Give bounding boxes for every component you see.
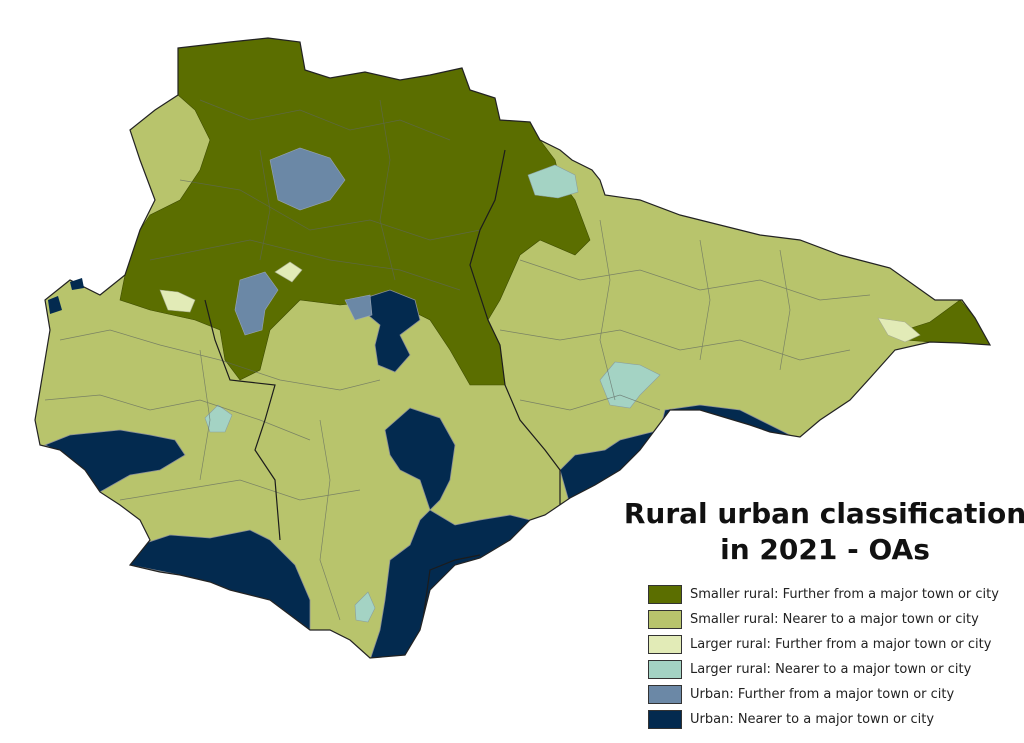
legend-swatch — [648, 660, 682, 679]
area-larger-rural-further-west — [159, 289, 196, 313]
area-larger-rural-further-east — [877, 317, 921, 343]
area-urban-further-central — [234, 271, 279, 336]
area-larger-rural-nearer-west — [204, 404, 233, 433]
legend: Smaller rural: Further from a major town… — [648, 582, 1018, 732]
legend-swatch — [648, 610, 682, 629]
map-title-line-1: Rural urban classification — [623, 497, 1024, 530]
legend-item-larger-rural-further: Larger rural: Further from a major town … — [648, 632, 1018, 657]
area-urban-further-north — [269, 147, 346, 211]
area-smaller-rural-further-east — [904, 299, 990, 346]
internal-boundaries — [44, 99, 871, 621]
area-urban-nearer-small-west — [48, 296, 62, 314]
area-larger-rural-nearer-south — [354, 591, 376, 623]
legend-item-smaller-rural-further: Smaller rural: Further from a major town… — [648, 582, 1018, 607]
area-larger-rural-nearer-ne — [527, 164, 579, 199]
legend-swatch — [648, 635, 682, 654]
legend-swatch — [648, 685, 682, 704]
legend-item-urban-further: Urban: Further from a major town or city — [648, 682, 1018, 707]
legend-label: Smaller rural: Further from a major town… — [690, 587, 999, 602]
area-larger-rural-further-north — [274, 261, 303, 283]
area-urban-further-mid — [344, 294, 373, 321]
legend-item-smaller-rural-nearer: Smaller rural: Nearer to a major town or… — [648, 607, 1018, 632]
district-boundaries — [204, 149, 561, 641]
map-title-line-2: in 2021 - OAs — [720, 533, 930, 566]
legend-swatch — [648, 710, 682, 729]
legend-label: Urban: Further from a major town or city — [690, 687, 955, 702]
area-urban-nearer-central — [364, 289, 421, 373]
legend-item-urban-nearer: Urban: Nearer to a major town or city — [648, 707, 1018, 732]
legend-label: Larger rural: Further from a major town … — [690, 637, 992, 652]
legend-label: Larger rural: Nearer to a major town or … — [690, 662, 972, 677]
area-urban-nearer-small-north — [70, 278, 84, 290]
legend-label: Smaller rural: Nearer to a major town or… — [690, 612, 979, 627]
legend-label: Urban: Nearer to a major town or city — [690, 712, 935, 727]
legend-item-larger-rural-nearer: Larger rural: Nearer to a major town or … — [648, 657, 1018, 682]
legend-swatch — [648, 585, 682, 604]
